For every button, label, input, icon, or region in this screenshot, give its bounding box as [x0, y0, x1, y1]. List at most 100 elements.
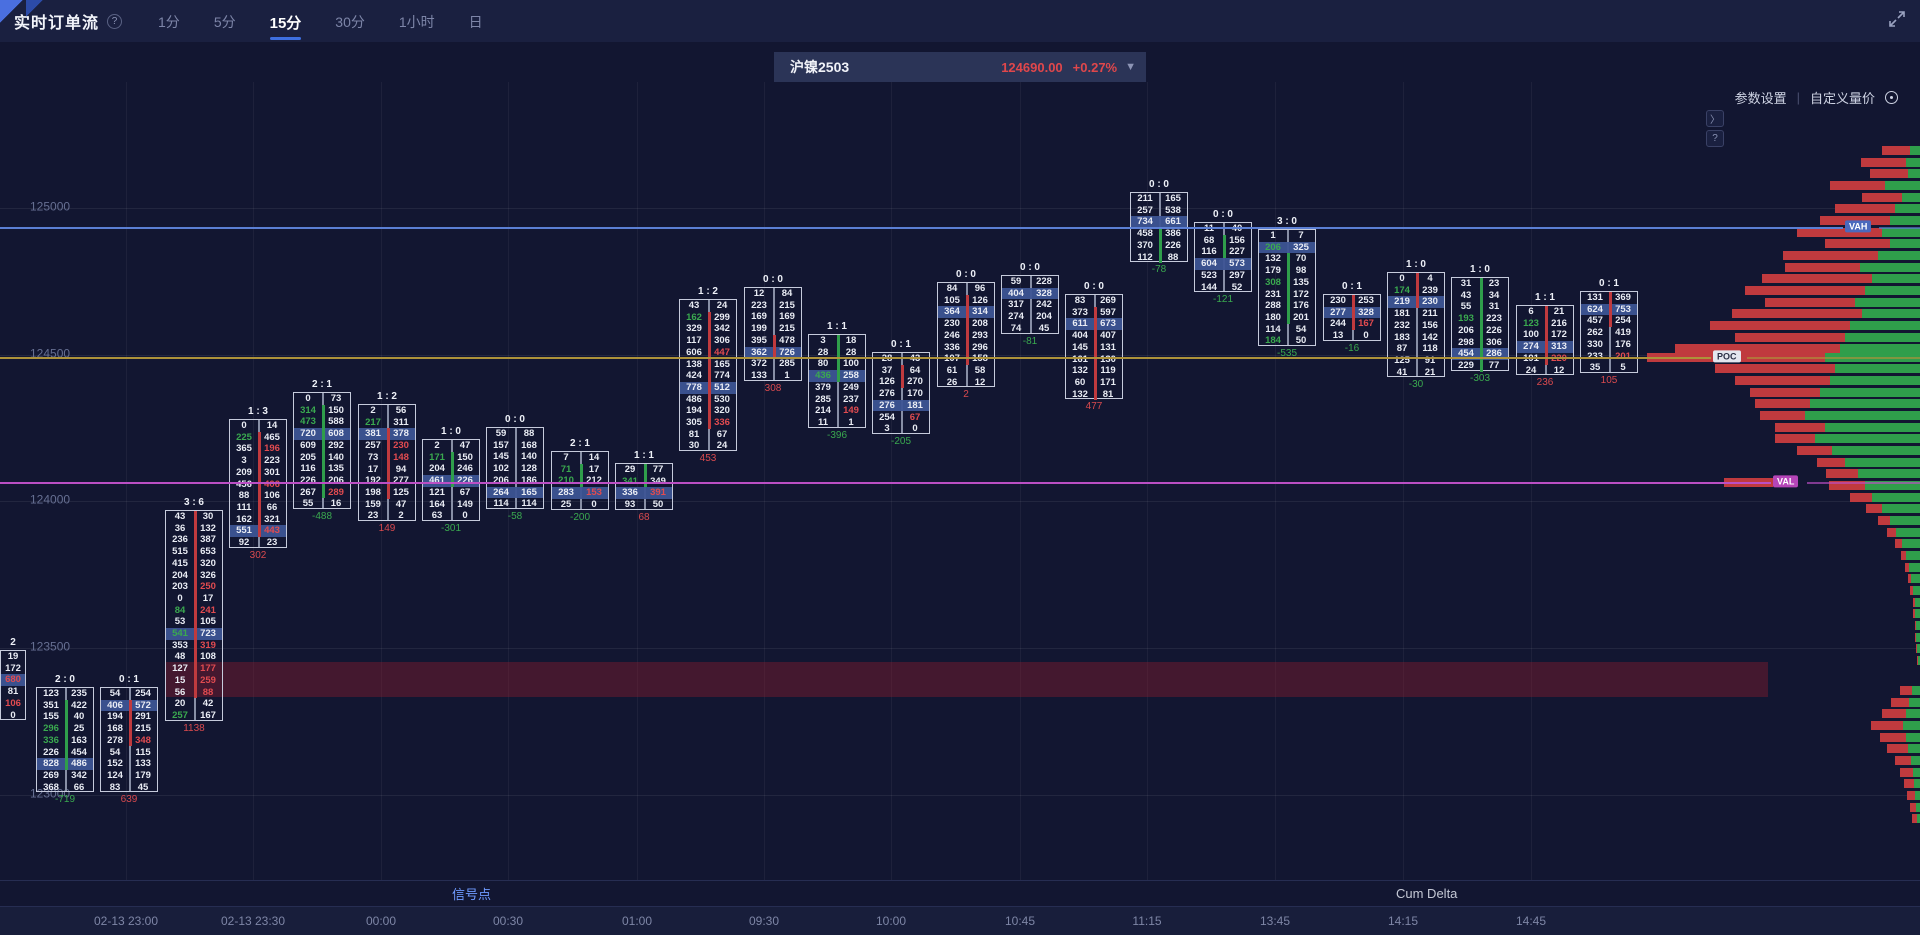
ask-volume-cell: 23 — [1488, 278, 1500, 289]
ask-volume-cell: 326 — [200, 569, 216, 581]
tab-日[interactable]: 日 — [468, 13, 483, 30]
footprint-row: 353 319 — [166, 640, 222, 652]
ask-volume-cell: 106 — [264, 490, 280, 502]
footprint-row: 0 14 — [230, 420, 286, 432]
ask-volume-cell: 259 — [200, 674, 216, 686]
footprint-row: 145 140 — [487, 451, 543, 463]
footprint-column-header: 0 : 1 — [118, 674, 139, 685]
footprint-row: 53 105 — [166, 616, 222, 628]
column-delta-total: 639 — [120, 794, 138, 806]
bid-volume-cell: 364 — [944, 306, 960, 318]
bid-volume-cell: 123 — [1523, 317, 1539, 329]
volume-profile-sell-bar — [1900, 686, 1912, 695]
visibility-icon[interactable] — [1885, 91, 1898, 104]
bid-volume-cell: 107 — [938, 353, 966, 365]
bid-volume-cell: 257 — [365, 440, 381, 452]
time-axis[interactable]: 02-13 23:00 02-13 23:30 00:00 00:30 01:00 09:… — [0, 906, 1920, 935]
footprint-row: 132 119 — [1066, 365, 1122, 377]
bid-volume-cell: 132 — [1072, 388, 1088, 400]
tab-15分[interactable]: 15分 — [268, 3, 304, 40]
toolbar-separator: | — [1796, 90, 1800, 105]
footprint-column: 230 253 277 328 244 167 13 0 — [1323, 294, 1381, 341]
fullscreen-icon[interactable] — [1886, 8, 1908, 30]
tab-1小时[interactable]: 1小时 — [398, 13, 435, 30]
footprint-row: 317 242 — [1002, 299, 1058, 311]
footprint-column-header: 1 : 0 — [1405, 259, 1426, 270]
volume-profile-buy-bar — [1858, 469, 1920, 478]
val-line-right — [1807, 482, 1920, 484]
contract-selector[interactable]: 沪镍2503 124690.00 +0.27% ▼ — [774, 52, 1146, 82]
custom-volume-button[interactable]: 自定义量价 — [1809, 91, 1875, 106]
bid-volume-cell: 192 — [365, 475, 381, 487]
bid-volume-cell: 230 — [1330, 295, 1346, 306]
signal-points-toggle[interactable]: 信号点 — [452, 887, 492, 902]
bid-volume-cell: 515 — [172, 546, 188, 558]
ask-volume-cell: 291 — [135, 711, 151, 723]
ask-volume-cell: 167 — [200, 709, 216, 721]
footprint-row: 0 — [1, 710, 25, 722]
help-button[interactable]: ? — [1706, 130, 1724, 147]
footprint-row: 12 84 — [745, 288, 801, 300]
ask-volume-cell: 661 — [1165, 216, 1181, 228]
ask-volume-cell: 108 — [200, 651, 216, 663]
bid-volume-cell: 17 — [367, 463, 379, 475]
footprint-column-header: 0 : 0 — [504, 414, 525, 425]
volume-profile-buy-bar — [1906, 158, 1920, 167]
volume-profile-sell-bar — [1882, 146, 1910, 155]
title-help-icon[interactable]: ? — [107, 13, 123, 29]
bid-volume-cell: 219 — [1394, 296, 1410, 308]
bid-volume-cell: 43 — [688, 300, 700, 311]
tab-30分[interactable]: 30分 — [335, 13, 365, 30]
footprint-chart[interactable]: 125000 124500 124000 123500 123000 2 : 0 123 23… — [0, 42, 1920, 880]
bid-volume-cell: 162 — [686, 311, 702, 323]
footprint-row: 55 16 — [294, 498, 350, 510]
footprint-row: 92 23 — [230, 537, 286, 549]
footprint-row: 204 326 — [166, 570, 222, 582]
footprint-row: 174 239 — [1388, 285, 1444, 297]
footprint-column: 59 228 404 328 317 242 274 204 74 45 — [1001, 275, 1059, 334]
ask-volume-cell: 2 — [398, 510, 404, 522]
volume-profile-buy-bar — [1845, 458, 1920, 467]
time-axis-label: 00:30 — [492, 914, 524, 928]
column-delta-total: -78 — [1151, 264, 1167, 276]
tab-1分[interactable]: 1分 — [158, 13, 180, 30]
bid-volume-cell: 461 — [429, 475, 445, 487]
ask-volume-cell: 249 — [843, 381, 859, 393]
time-axis-label: 10:45 — [1004, 914, 1036, 928]
footprint-row: 84 241 — [166, 605, 222, 617]
sell-delta-bar — [707, 311, 711, 429]
column-delta-total: 2 — [963, 389, 969, 401]
bid-volume-cell: 59 — [495, 428, 507, 439]
bid-volume-cell: 269 — [43, 769, 59, 781]
footprint-row: 458 386 — [1131, 228, 1187, 240]
param-settings-button[interactable]: 参数设置 — [1734, 91, 1787, 106]
ask-volume-cell: 177 — [200, 663, 216, 675]
footprint-column: 2 47 171 150 204 246 461 226 121 67 164 149 63 0 — [422, 439, 480, 521]
footprint-row: 194 320 — [680, 405, 736, 417]
bid-volume-cell: 205 — [300, 451, 316, 463]
ask-volume-cell: 378 — [393, 428, 409, 440]
ask-volume-cell: 313 — [1551, 341, 1567, 353]
ask-volume-cell: 211 — [1422, 308, 1438, 320]
collapse-panel-button[interactable]: 〉 — [1706, 110, 1724, 127]
volume-profile-sell-bar — [1910, 586, 1913, 595]
buy-delta-bar — [321, 404, 325, 499]
ask-volume-cell: 306 — [714, 335, 730, 347]
bid-volume-cell: 226 — [300, 474, 316, 486]
volume-profile-buy-bar — [1878, 251, 1920, 260]
pane-labels-row: 信号点 Cum Delta — [0, 880, 1920, 906]
volume-profile-sell-bar — [1830, 181, 1885, 190]
footprint-row: 254 67 — [873, 412, 929, 424]
ask-volume-cell: 227 — [1229, 246, 1245, 258]
tab-5分[interactable]: 5分 — [213, 13, 236, 30]
bid-volume-cell: 13 — [1332, 330, 1344, 342]
volume-profile-buy-bar — [1912, 686, 1920, 695]
ask-volume-cell: 512 — [714, 381, 730, 393]
vah-label: VAH — [1845, 220, 1872, 233]
ask-volume-cell: 297 — [1229, 269, 1245, 281]
footprint-poc-row: 404 328 — [1002, 287, 1058, 300]
ask-volume-cell: 106 — [5, 697, 21, 709]
bid-volume-cell: 604 — [1201, 258, 1217, 270]
footprint-row: 0 73 — [294, 393, 350, 405]
volume-profile-buy-bar — [1914, 779, 1920, 788]
